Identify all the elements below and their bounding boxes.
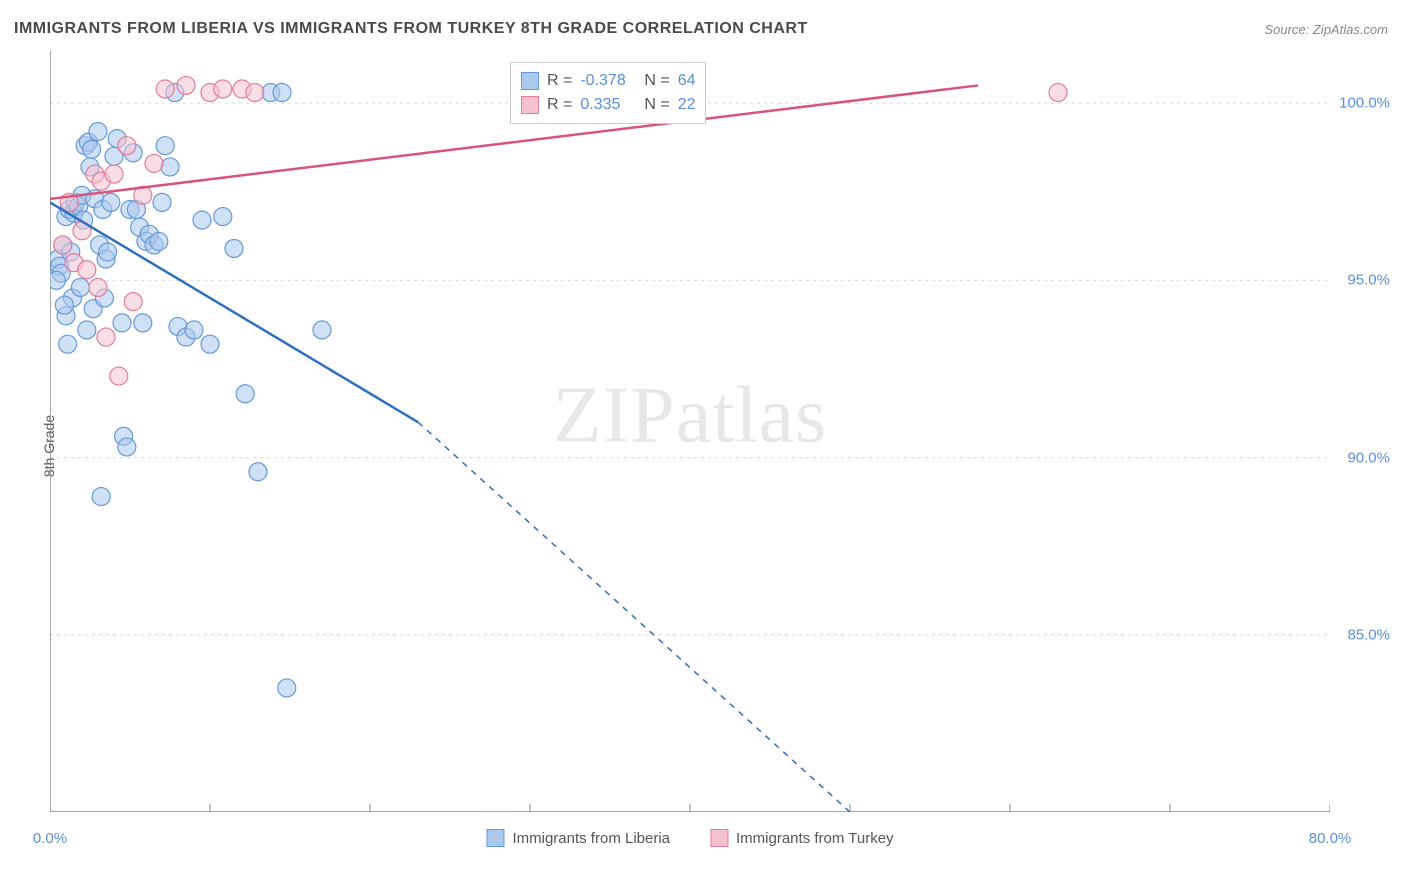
legend-item: Immigrants from Liberia bbox=[486, 829, 670, 847]
y-tick-label: 85.0% bbox=[1347, 626, 1390, 643]
correlation-row: R = 0.335 N = 22 bbox=[521, 93, 695, 117]
chart-svg bbox=[50, 50, 1330, 812]
correlation-row: R = -0.378 N = 64 bbox=[521, 69, 695, 93]
source-name: ZipAtlas.com bbox=[1313, 22, 1388, 37]
n-value: 64 bbox=[678, 69, 696, 93]
x-tick-label: 0.0% bbox=[33, 830, 67, 847]
chart-title: IMMIGRANTS FROM LIBERIA VS IMMIGRANTS FR… bbox=[14, 20, 808, 38]
r-label: R = bbox=[547, 93, 572, 117]
r-label: R = bbox=[547, 69, 572, 93]
x-tick-label: 80.0% bbox=[1309, 830, 1352, 847]
legend-label: Immigrants from Turkey bbox=[736, 830, 894, 847]
source-attribution: Source: ZipAtlas.com bbox=[1264, 22, 1388, 37]
series-swatch bbox=[521, 72, 539, 90]
y-tick-label: 95.0% bbox=[1347, 272, 1390, 289]
legend-item: Immigrants from Turkey bbox=[710, 829, 894, 847]
legend-swatch bbox=[710, 829, 728, 847]
n-label: N = bbox=[644, 93, 669, 117]
y-tick-label: 90.0% bbox=[1347, 449, 1390, 466]
r-value: 0.335 bbox=[580, 93, 636, 117]
series-swatch bbox=[521, 96, 539, 114]
chart-plot-area: ZIPatlas R = -0.378 N = 64 R = 0.335 N =… bbox=[50, 50, 1330, 812]
legend-swatch bbox=[486, 829, 504, 847]
series-legend: Immigrants from Liberia Immigrants from T… bbox=[486, 829, 893, 847]
correlation-legend-box: R = -0.378 N = 64 R = 0.335 N = 22 bbox=[510, 62, 706, 124]
legend-label: Immigrants from Liberia bbox=[512, 830, 670, 847]
r-value: -0.378 bbox=[580, 69, 636, 93]
y-tick-label: 100.0% bbox=[1339, 95, 1390, 112]
n-value: 22 bbox=[678, 93, 696, 117]
source-prefix: Source: bbox=[1264, 22, 1312, 37]
n-label: N = bbox=[644, 69, 669, 93]
